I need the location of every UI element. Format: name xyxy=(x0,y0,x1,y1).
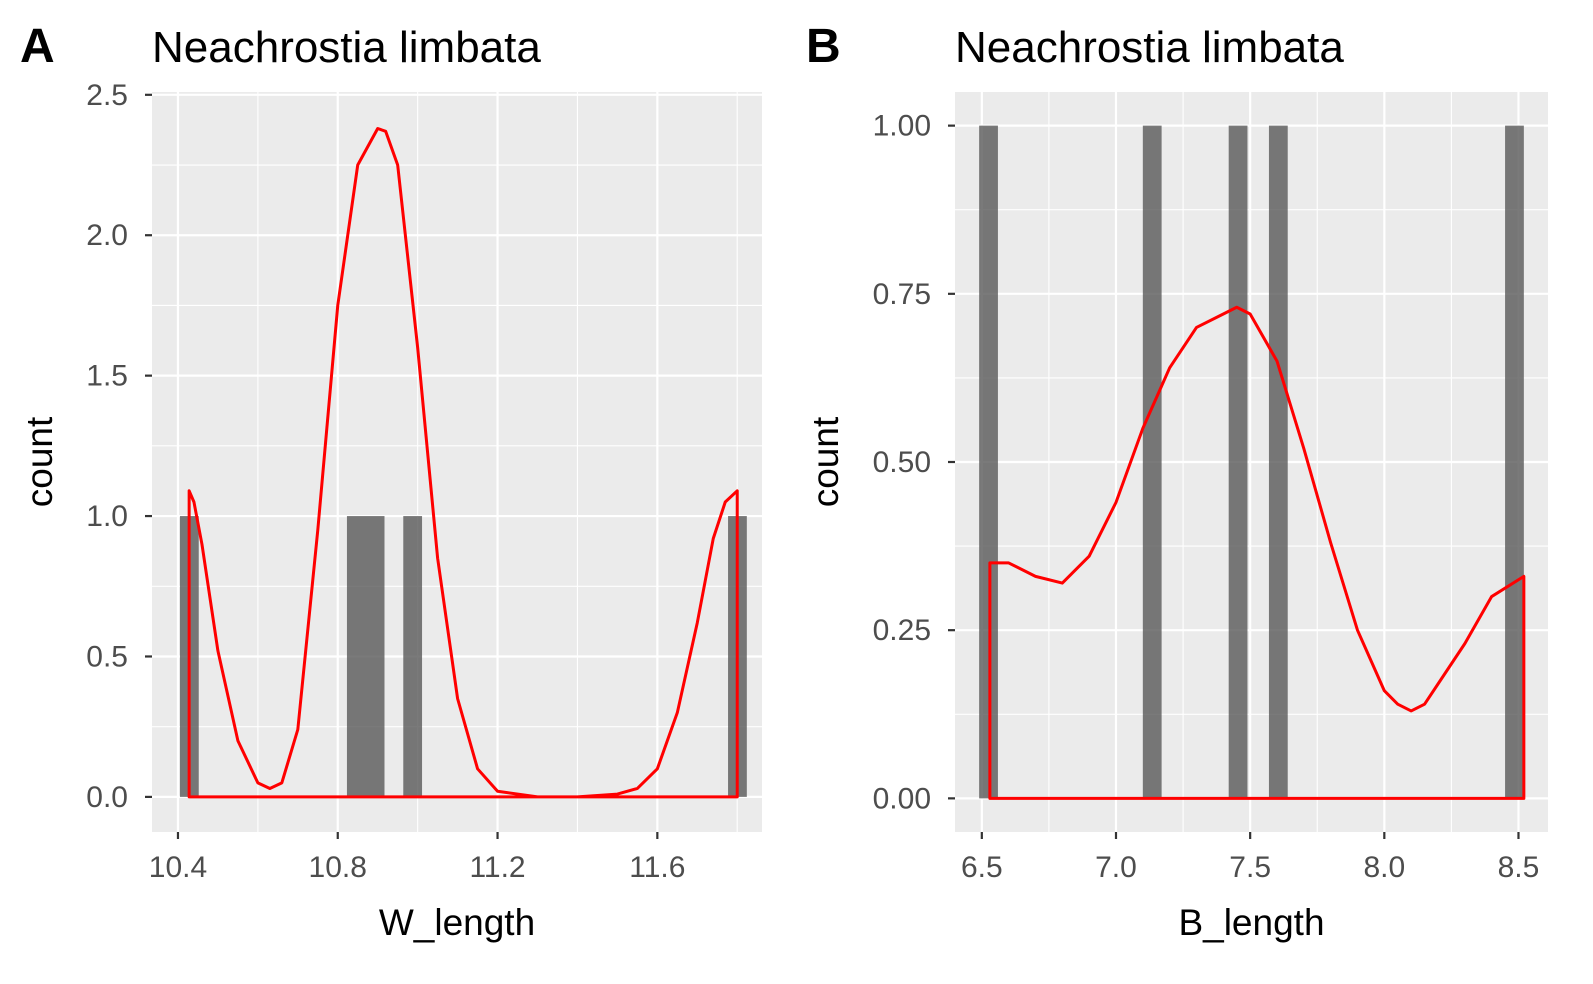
y-tick-label: 1.5 xyxy=(86,360,128,393)
x-tick-label: 7.5 xyxy=(1229,851,1271,884)
x-tick-label: 8.0 xyxy=(1363,851,1405,884)
x-tick-label: 11.6 xyxy=(629,851,685,884)
bars-b xyxy=(979,125,1524,799)
y-tick-label: 1.0 xyxy=(86,500,128,533)
ticks-b: 6.5 7.0 7.5 8.0 8.5 0.00 0.25 0.50 0.75 1.00 xyxy=(873,110,1540,884)
panel-tag-a: A xyxy=(20,20,55,73)
x-tick-label: 10.4 xyxy=(149,851,207,884)
y-axis-title-b: count xyxy=(805,416,846,507)
bars-a xyxy=(179,516,747,797)
y-tick-label: 2.0 xyxy=(86,219,128,252)
y-tick-label: 0.0 xyxy=(86,781,128,814)
panel-b: B Neachrostia limbata 6.5 7.0 7.5 8.0 8.5 0.0… xyxy=(805,20,1548,943)
histogram-bar xyxy=(1505,125,1524,799)
panel-a: A Neachrostia limbata 10.4 10.8 11.2 11.6 0.… xyxy=(19,20,762,943)
density-a xyxy=(187,127,739,799)
ticks-a: 10.4 10.8 11.2 11.6 0.0 0.5 1.0 1.5 2.0 2.5 xyxy=(86,79,685,884)
y-tick-label: 2.5 xyxy=(86,79,128,112)
panel-tag-b: B xyxy=(806,20,841,73)
x-tick-label: 10.8 xyxy=(309,851,367,884)
histogram-bar xyxy=(403,516,423,797)
histogram-bar xyxy=(1228,125,1248,799)
x-tick-label: 8.5 xyxy=(1498,851,1540,884)
y-tick-label: 1.00 xyxy=(873,110,931,143)
x-tick-label: 11.2 xyxy=(469,851,525,884)
density-curve xyxy=(988,305,1526,800)
density-curve xyxy=(187,127,739,799)
y-tick-label: 0.75 xyxy=(873,278,931,311)
histogram-bar xyxy=(1142,125,1162,799)
y-tick-label: 0.25 xyxy=(873,614,931,647)
plot-title-a: Neachrostia limbata xyxy=(152,23,541,72)
density-b xyxy=(988,305,1526,800)
histogram-bar xyxy=(979,125,998,799)
histogram-bar xyxy=(1268,125,1288,799)
plot-area-a xyxy=(152,92,762,832)
y-tick-label: 0.50 xyxy=(873,446,931,479)
x-tick-label: 6.5 xyxy=(961,851,1003,884)
x-axis-title-a: W_length xyxy=(379,902,535,943)
y-axis-title-a: count xyxy=(19,416,60,507)
histogram-bar xyxy=(346,516,385,797)
y-tick-label: 0.5 xyxy=(86,640,128,673)
x-axis-title-b: B_length xyxy=(1178,902,1324,943)
x-tick-label: 7.0 xyxy=(1095,851,1137,884)
y-tick-label: 0.00 xyxy=(873,782,931,815)
plot-title-b: Neachrostia limbata xyxy=(955,23,1344,72)
